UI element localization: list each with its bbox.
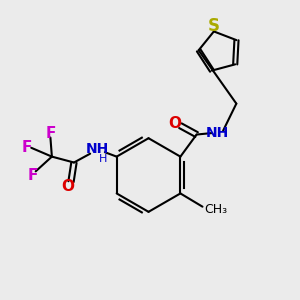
Text: O: O bbox=[169, 116, 182, 131]
Text: H: H bbox=[99, 154, 107, 164]
Text: O: O bbox=[61, 178, 75, 194]
Text: F: F bbox=[22, 140, 32, 155]
Text: NH: NH bbox=[86, 142, 109, 156]
Text: F: F bbox=[28, 168, 38, 183]
Text: CH₃: CH₃ bbox=[204, 203, 227, 216]
Text: F: F bbox=[45, 126, 56, 141]
Text: NH: NH bbox=[206, 126, 229, 140]
Text: S: S bbox=[208, 17, 220, 35]
